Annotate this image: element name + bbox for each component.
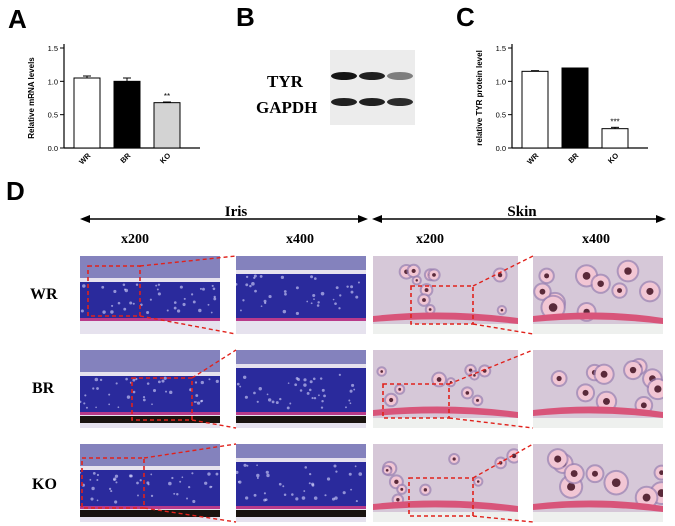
band-gapdh-br bbox=[359, 98, 385, 106]
band-gapdh-wr bbox=[331, 98, 357, 106]
y-tick-label: 1.5 bbox=[496, 44, 506, 53]
mag-label-skin-x200: x200 bbox=[416, 232, 444, 247]
panel-label-c: C bbox=[456, 2, 475, 32]
y-axis-label: Relative mRNA levels bbox=[27, 57, 36, 139]
micrograph-iris-ko bbox=[80, 444, 220, 522]
panel-label-a: A bbox=[8, 4, 27, 34]
y-tick-label: 0.5 bbox=[48, 111, 58, 120]
mag-label-iris-x200: x200 bbox=[121, 232, 149, 247]
mag-label-skin-x400: x400 bbox=[582, 232, 610, 247]
x-tick-label-wr: WR bbox=[77, 151, 93, 167]
y-tick-label: 1.0 bbox=[48, 77, 58, 86]
x-tick-label-wr: WR bbox=[525, 151, 541, 167]
bar-br bbox=[113, 80, 141, 149]
significance-label: ** bbox=[164, 92, 170, 101]
micrograph-iris-zoom-wr bbox=[236, 256, 366, 334]
blot-row-label-gapdh: GAPDH bbox=[256, 98, 318, 117]
micrograph-iris-zoom-br bbox=[236, 350, 366, 428]
x-tick-label-ko: KO bbox=[158, 151, 172, 165]
bar-ko bbox=[153, 102, 181, 149]
significance-label: *** bbox=[610, 117, 619, 126]
arrow-right bbox=[358, 215, 368, 223]
y-tick-label: 0.0 bbox=[496, 144, 506, 153]
bar-wr bbox=[521, 70, 549, 149]
bar-br bbox=[561, 67, 589, 149]
chart-c: 0.0 0.5 1.0 1.5 relative TYR protein level WR… bbox=[475, 44, 648, 167]
arrow-left bbox=[80, 215, 90, 223]
band-tyr-wr bbox=[331, 72, 357, 80]
chart-a: 0.0 0.5 1.0 1.5 Relative mRNA levels WR BR ** KO bbox=[27, 44, 200, 167]
micrograph-skin-wr bbox=[373, 256, 518, 334]
micrograph-skin-ko bbox=[373, 444, 518, 522]
x-tick-label-br: BR bbox=[566, 151, 580, 165]
row-label-ko: KO bbox=[32, 476, 57, 493]
band-tyr-br bbox=[359, 72, 385, 80]
row-label-wr: WR bbox=[30, 286, 58, 303]
band-tyr-ko bbox=[387, 72, 413, 80]
micrograph-skin-br bbox=[373, 350, 518, 428]
y-tick-label: 0.5 bbox=[496, 111, 506, 120]
x-tick-label-br: BR bbox=[118, 151, 132, 165]
y-tick-label: 0.0 bbox=[48, 144, 58, 153]
western-blot-image bbox=[330, 50, 415, 125]
micrograph-skin-zoom-wr bbox=[533, 256, 663, 334]
panel-label-b: B bbox=[236, 2, 255, 32]
blot-membrane bbox=[330, 50, 415, 125]
x-tick-label-ko: KO bbox=[606, 151, 620, 165]
y-axis-label: relative TYR protein level bbox=[475, 50, 484, 146]
arrow-right bbox=[656, 215, 666, 223]
group-label-skin: Skin bbox=[507, 204, 537, 220]
arrow-left bbox=[372, 215, 382, 223]
bar-ko bbox=[601, 128, 629, 149]
group-label-iris: Iris bbox=[224, 204, 248, 220]
micrograph-iris-wr bbox=[80, 256, 220, 334]
mag-label-iris-x400: x400 bbox=[286, 232, 314, 247]
row-label-br: BR bbox=[32, 380, 55, 397]
y-tick-label: 1.0 bbox=[496, 77, 506, 86]
micrograph-iris-zoom-ko bbox=[236, 444, 366, 522]
blot-row-label-tyr: TYR bbox=[267, 72, 303, 91]
bar-wr bbox=[73, 77, 101, 149]
band-gapdh-ko bbox=[387, 98, 413, 106]
micrograph-skin-zoom-ko bbox=[533, 444, 663, 522]
micrograph-iris-br bbox=[80, 350, 220, 428]
panel-label-d: D bbox=[6, 176, 25, 206]
y-tick-label: 1.5 bbox=[48, 44, 58, 53]
micrograph-skin-zoom-br bbox=[533, 350, 663, 428]
